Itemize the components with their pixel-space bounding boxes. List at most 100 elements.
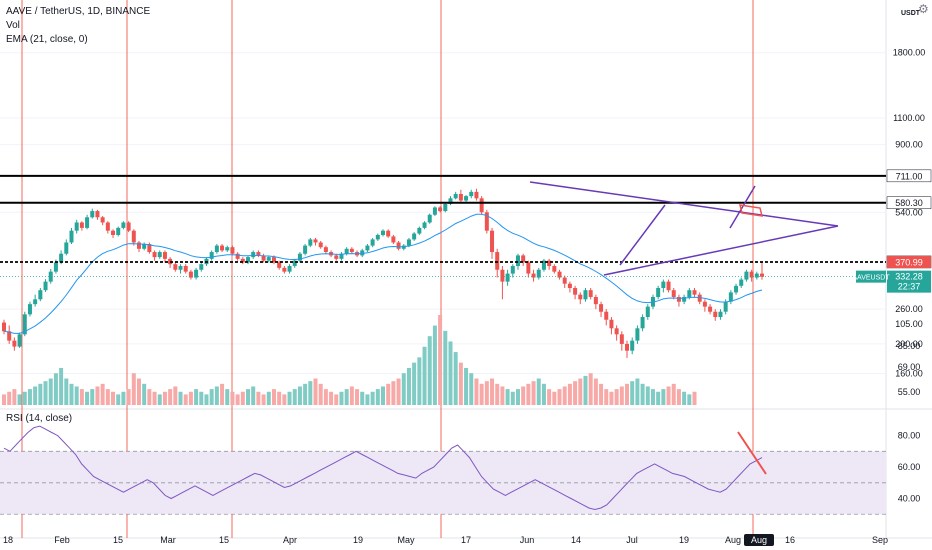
candle-body — [469, 191, 474, 197]
candle-body — [308, 239, 313, 246]
candle-body — [474, 191, 479, 199]
candle-body — [412, 233, 417, 240]
volume-bar — [578, 378, 583, 405]
volume-bar — [406, 367, 411, 405]
ema-line — [3, 213, 763, 334]
volume-tick-label: 85.00 — [898, 341, 921, 351]
symbol-badge — [856, 270, 886, 283]
candle-body — [38, 290, 43, 300]
volume-bar — [515, 389, 520, 405]
candle-body — [370, 239, 375, 246]
candle-body — [79, 222, 84, 228]
volume-bar — [355, 389, 360, 405]
candle-body — [723, 301, 728, 312]
volume-bar — [183, 394, 188, 405]
last-price-value: 332.28 — [895, 272, 923, 282]
candle-body — [90, 211, 95, 218]
time-tick-label: 16 — [785, 535, 795, 545]
candle-body — [261, 255, 266, 261]
price-axis: 1800.00 1100.00 900.00 540.00 260.00 200.00 16… — [893, 48, 926, 504]
vol-legend[interactable]: Vol — [6, 20, 20, 31]
candlesticks — [2, 188, 764, 358]
volume-bar — [375, 389, 380, 405]
candle-body — [464, 196, 469, 201]
candle-body — [188, 271, 193, 278]
volume-bar — [126, 389, 131, 405]
candle-body — [240, 258, 245, 263]
volume-bar — [401, 373, 406, 405]
volume-bar — [12, 389, 17, 405]
time-tick-label: May — [397, 535, 415, 545]
candle-body — [303, 245, 308, 254]
volume-bar — [458, 362, 463, 405]
ema-legend[interactable]: EMA (21, close, 0) — [6, 34, 88, 45]
volume-bar — [645, 386, 650, 405]
candle-body — [562, 277, 567, 284]
candle-body — [619, 334, 624, 344]
time-tick-label: Feb — [54, 535, 70, 545]
volume-bar — [246, 389, 251, 405]
symbol-legend[interactable]: AAVE / TetherUS, 1D, BINANCE — [6, 6, 150, 17]
candle-body — [12, 340, 17, 347]
candle-body — [349, 248, 354, 253]
candle-body — [292, 260, 297, 267]
candle-body — [687, 290, 692, 297]
candle-body — [381, 230, 385, 235]
candle-body — [183, 266, 188, 272]
volume-bars — [2, 315, 697, 405]
volume-bar — [588, 373, 593, 405]
settings-icon[interactable]: ⚙ — [918, 2, 929, 16]
volume-bar — [178, 391, 183, 405]
candle-body — [547, 260, 552, 267]
candle-body — [360, 250, 365, 256]
candle-body — [521, 255, 526, 263]
candle-body — [64, 242, 69, 254]
price-tick-label: 1100.00 — [893, 113, 925, 123]
volume-tick-label: 105.00 — [895, 319, 923, 329]
rsi-line — [3, 425, 763, 511]
volume-bar — [277, 391, 282, 405]
volume-bar — [386, 383, 391, 405]
volume-bar — [635, 378, 640, 405]
candle-body — [59, 253, 64, 263]
candle-body — [484, 212, 489, 231]
level-price-label: 711.00 — [896, 171, 923, 181]
candle-body — [105, 222, 110, 231]
time-cursor-label: Aug — [751, 535, 767, 545]
time-cursor-badge — [744, 534, 774, 546]
volume-bar — [599, 383, 604, 405]
volume-bar — [567, 383, 572, 405]
price-tick-label: 1800.00 — [893, 48, 926, 58]
rsi-divergence-line — [737, 431, 767, 475]
volume-bar — [531, 381, 536, 405]
candle-body — [567, 283, 572, 288]
candle-body — [142, 244, 147, 249]
volume-bar — [22, 391, 27, 405]
rsi-legend[interactable]: RSI (14, close) — [6, 413, 72, 424]
candle-body — [100, 217, 105, 223]
volume-bar — [619, 386, 624, 405]
volume-bar — [505, 389, 510, 405]
level-badge — [886, 169, 932, 183]
candle-body — [671, 290, 676, 297]
candle-body — [194, 269, 199, 278]
volume-bar — [313, 378, 318, 405]
candle-body — [344, 248, 349, 254]
horizontal-levels[interactable]: 711.00580.30371.25370.99332.2822:37AAVEU… — [0, 169, 932, 293]
volume-bar — [282, 394, 287, 405]
volume-bar — [682, 391, 687, 405]
time-axis: 18 Feb 15 Mar 15 Apr 19 May 17 Jun 14 Jul 19 Aug 16 Sep… — [3, 534, 888, 546]
candle-body — [386, 230, 391, 237]
volume-bar — [469, 373, 474, 405]
volume-bar — [131, 373, 136, 405]
candle-body — [760, 273, 764, 277]
candle-body — [220, 245, 225, 251]
volume-bar — [656, 391, 661, 405]
trendline-drawings[interactable] — [529, 181, 839, 276]
candle-body — [495, 252, 500, 270]
volume-bar — [230, 391, 235, 405]
currency-label: USDT — [901, 10, 921, 17]
candle-body — [17, 334, 22, 347]
candle-body — [396, 242, 401, 249]
